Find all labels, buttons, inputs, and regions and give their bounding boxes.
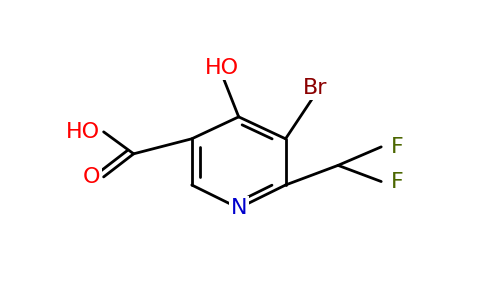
Text: HO: HO	[205, 58, 239, 78]
Text: N: N	[230, 198, 247, 218]
Text: O: O	[82, 167, 100, 187]
Text: Br: Br	[303, 78, 328, 98]
Text: F: F	[391, 137, 403, 157]
Text: F: F	[391, 172, 403, 191]
Text: HO: HO	[66, 122, 100, 142]
